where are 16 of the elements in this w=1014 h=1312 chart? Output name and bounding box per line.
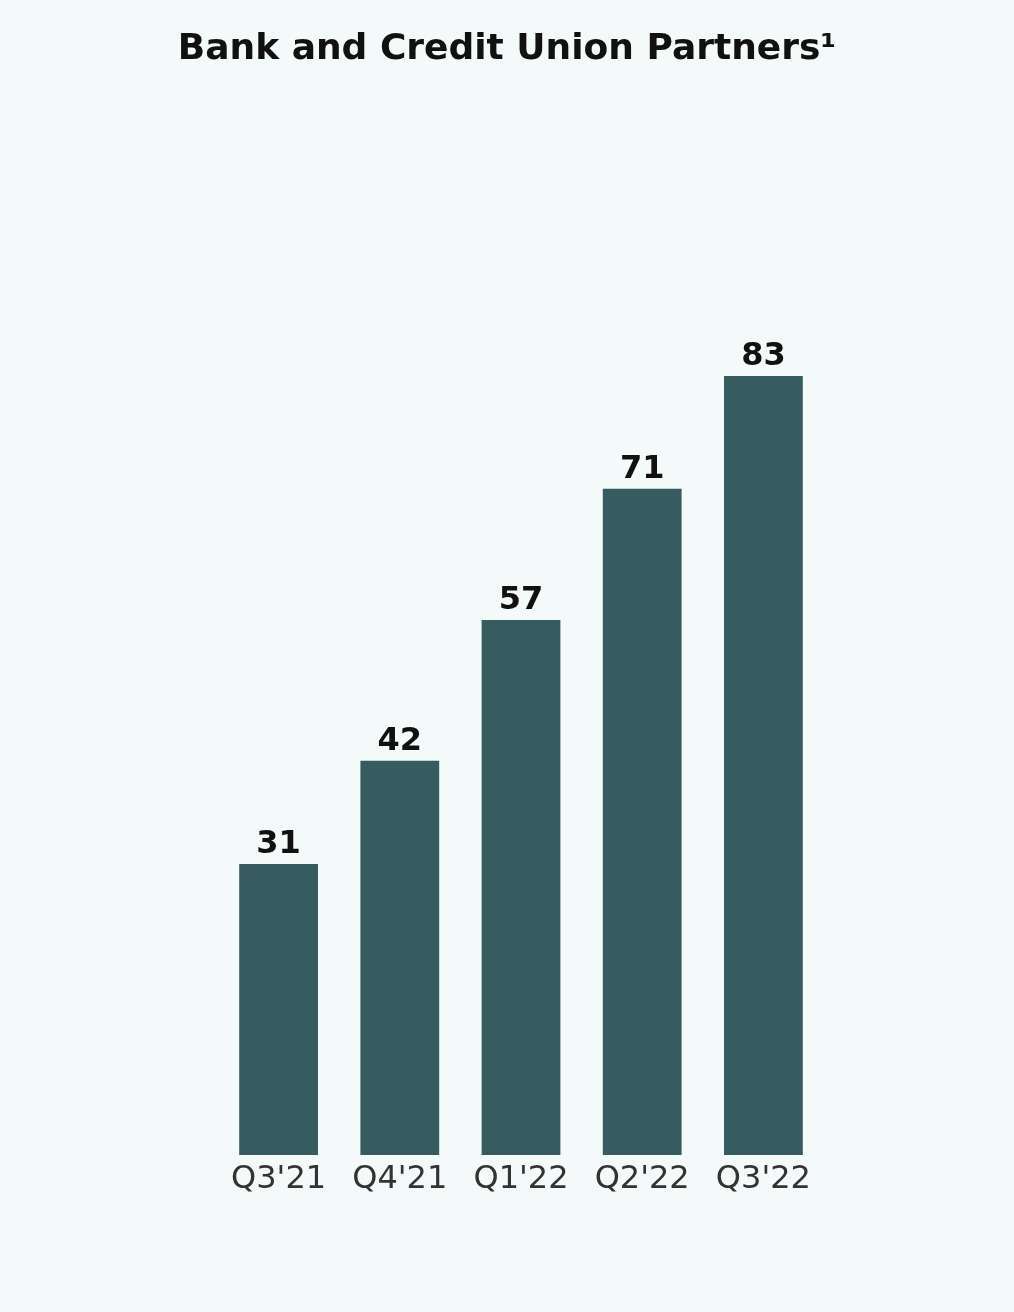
data-label: 71: [619, 447, 665, 486]
x-tick-label: Q1'22: [473, 1158, 569, 1196]
data-label: 57: [498, 579, 544, 618]
bar: [602, 488, 682, 1155]
bar: [239, 864, 318, 1155]
bar: [724, 376, 803, 1155]
bar: [360, 760, 440, 1155]
data-label: 42: [377, 719, 423, 758]
x-tick-label: Q2'22: [594, 1158, 690, 1196]
bar: [481, 620, 561, 1155]
x-tick-label: Q3'22: [715, 1158, 811, 1196]
chart-title: Bank and Credit Union Partners¹: [177, 25, 837, 67]
x-tick-label: Q3'21: [231, 1158, 327, 1196]
data-label: 31: [256, 823, 301, 862]
x-tick-label: Q4'21: [352, 1158, 448, 1196]
data-label: 83: [741, 335, 786, 373]
